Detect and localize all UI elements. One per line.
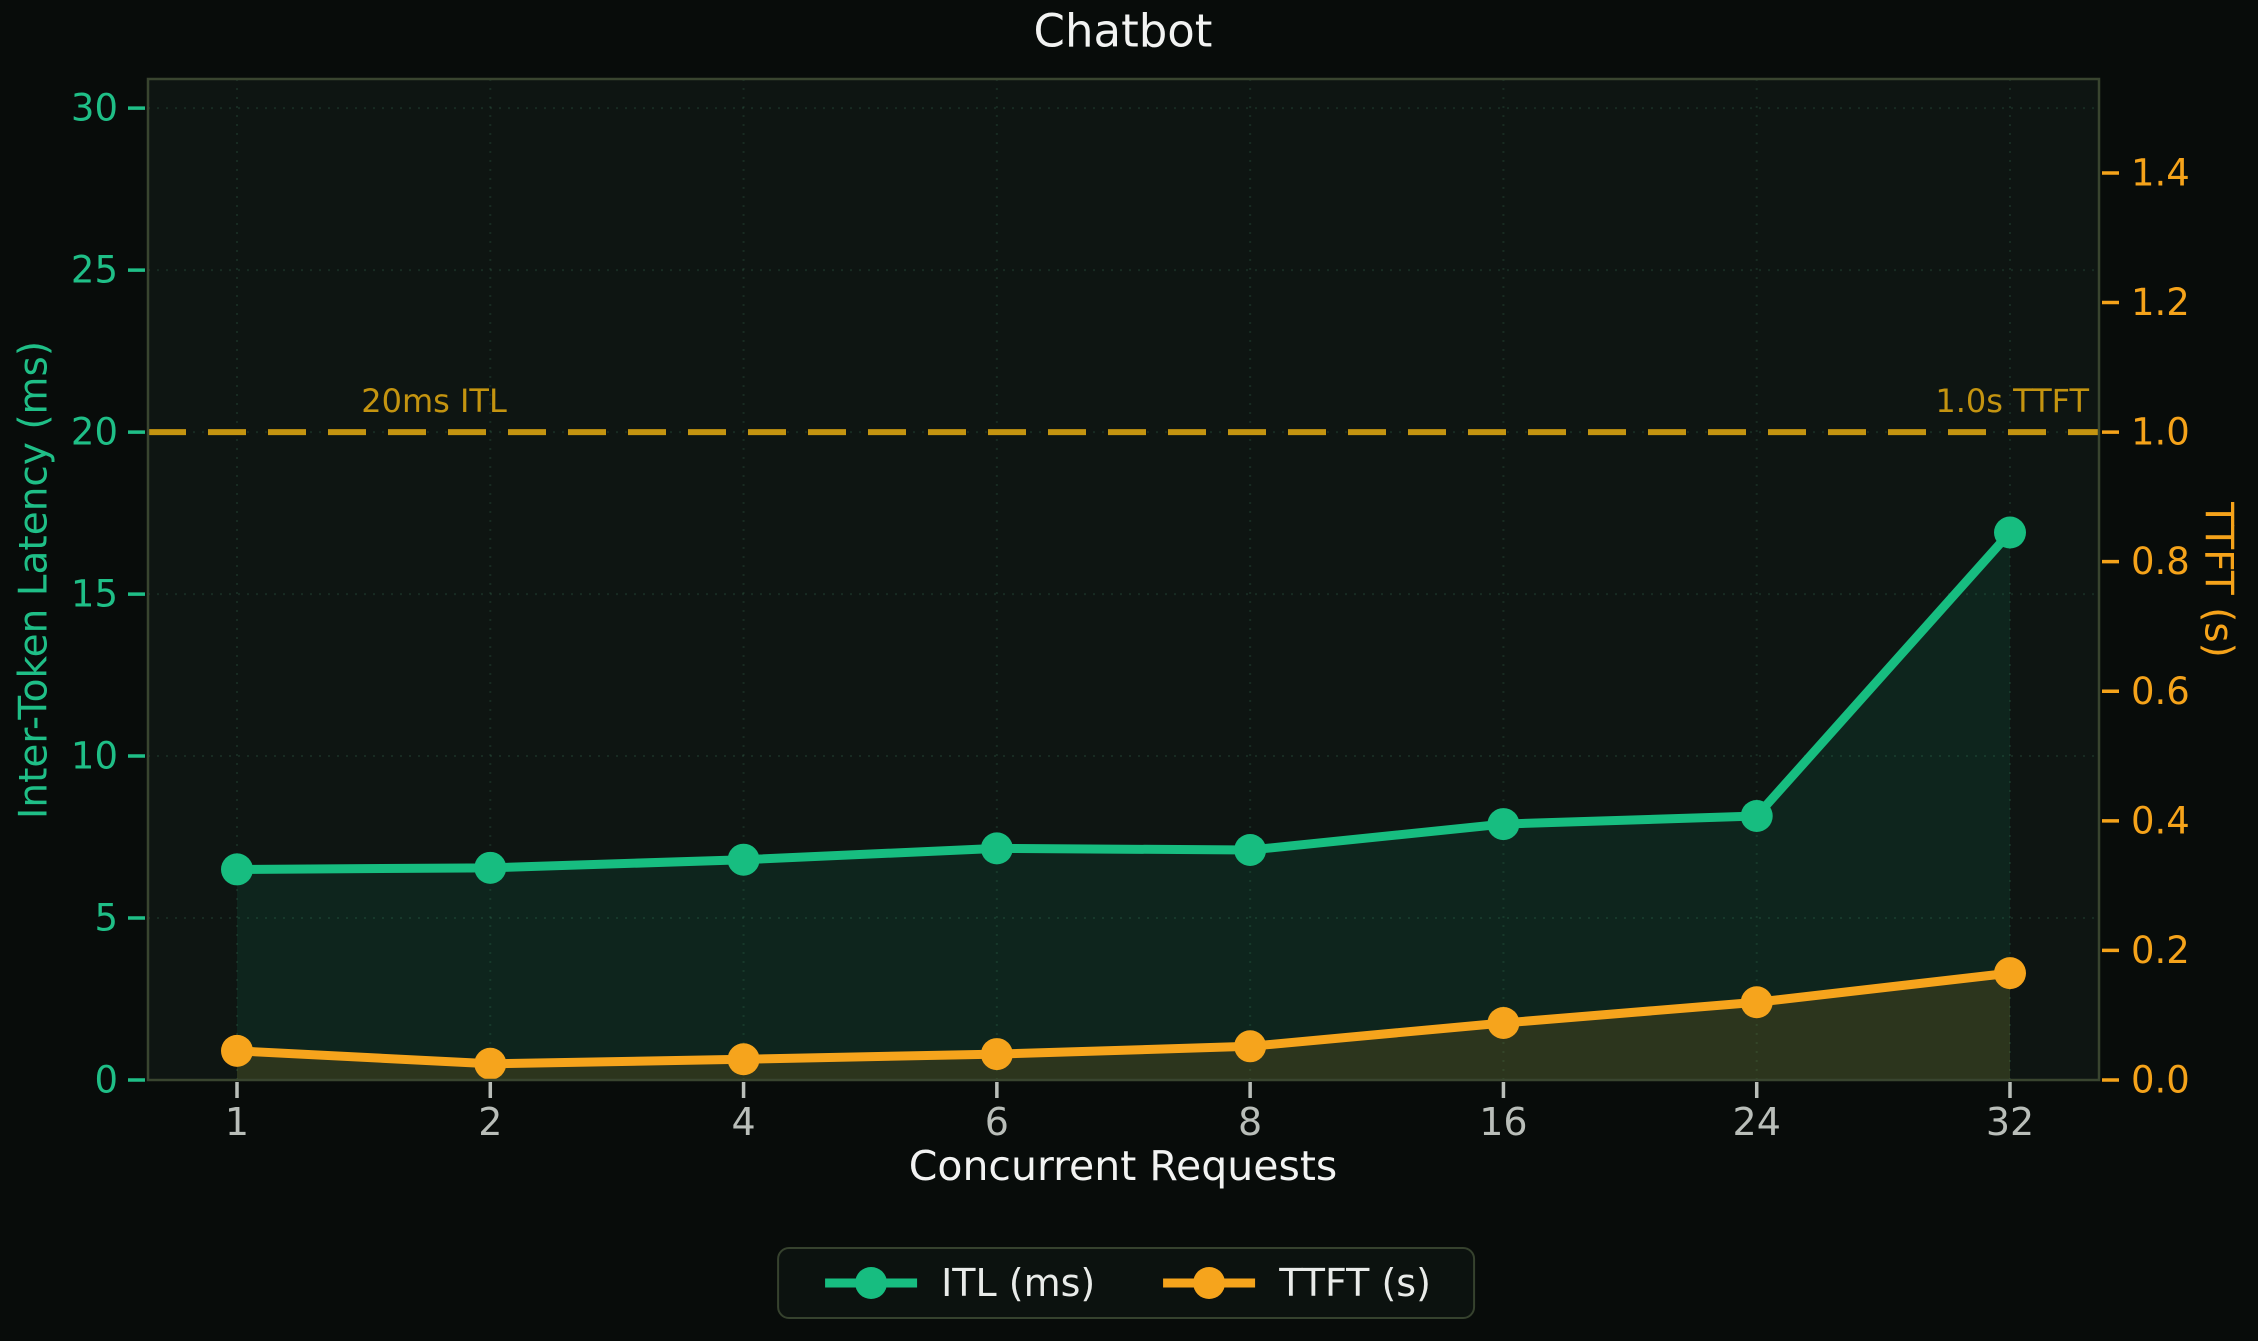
legend-label-itl: ITL (ms) xyxy=(941,1261,1096,1305)
itl-marker xyxy=(1234,833,1267,866)
ttft-marker xyxy=(727,1043,760,1076)
right-tick-label: 1.4 xyxy=(2131,151,2190,194)
left-tick-label: 20 xyxy=(71,411,118,454)
itl-marker xyxy=(1994,516,2026,549)
legend: ITL (ms) TTFT (s) xyxy=(777,1247,1475,1319)
itl-marker xyxy=(221,853,253,886)
x-tick-label: 24 xyxy=(1733,1100,1781,1144)
x-tick-label: 32 xyxy=(1986,1100,2034,1144)
chart-title: Chatbot xyxy=(1033,4,1213,58)
ttft-area-fill xyxy=(237,973,2010,1080)
itl-marker xyxy=(474,851,507,884)
x-tick-label: 1 xyxy=(225,1100,249,1144)
ttft-marker xyxy=(1740,986,1773,1019)
right-tick-label: 0.2 xyxy=(2131,929,2190,972)
right-y-axis-label: TTFT (s) xyxy=(2195,502,2241,658)
right-tick-label: 0.0 xyxy=(2131,1059,2190,1102)
itl-marker xyxy=(1487,808,1520,841)
x-tick-label: 6 xyxy=(985,1100,1009,1144)
right-tick-label: 1.0 xyxy=(2131,411,2190,454)
plot-background xyxy=(148,79,2099,1080)
right-tick-label: 0.6 xyxy=(2131,670,2190,713)
ttft-marker xyxy=(1994,957,2026,990)
legend-item-itl: ITL (ms) xyxy=(821,1261,1095,1305)
left-tick-label: 0 xyxy=(94,1059,118,1102)
legend-item-ttft: TTFT (s) xyxy=(1159,1261,1431,1305)
right-tick-label: 1.2 xyxy=(2131,281,2190,324)
x-tick-label: 16 xyxy=(1479,1100,1527,1144)
itl-marker xyxy=(727,843,760,876)
left-y-axis-label: Inter-Token Latency (ms) xyxy=(11,340,57,820)
ttft-marker xyxy=(1234,1030,1267,1063)
itl-line xyxy=(232,528,2015,874)
ttft-marker xyxy=(474,1047,507,1080)
right-tick-label: 0.8 xyxy=(2131,540,2190,583)
ttft-legend-marker-icon xyxy=(1163,1267,1256,1299)
ttft-marker xyxy=(221,1034,253,1067)
x-tick-label: 4 xyxy=(731,1100,755,1144)
x-axis-label: Concurrent Requests xyxy=(908,1142,1338,1190)
threshold-label-left: 20ms ITL xyxy=(361,382,507,420)
left-tick-label: 30 xyxy=(71,87,118,130)
left-tick-label: 5 xyxy=(94,897,118,940)
threshold-label-right: 1.0s TTFT xyxy=(1935,382,2089,420)
itl-marker xyxy=(1740,799,1773,832)
itl-marker xyxy=(980,832,1013,865)
itl-area-fill xyxy=(237,532,2010,1080)
left-tick-label: 25 xyxy=(71,249,118,292)
ttft-marker xyxy=(1487,1006,1520,1039)
ttft-line xyxy=(232,968,2015,1069)
itl-legend-marker-icon xyxy=(825,1267,918,1299)
left-tick-label: 10 xyxy=(71,735,118,778)
x-tick-label: 8 xyxy=(1238,1100,1262,1144)
legend-label-ttft: TTFT (s) xyxy=(1279,1261,1431,1305)
plot-border xyxy=(146,77,2101,1082)
x-tick-label: 2 xyxy=(478,1100,502,1144)
right-tick-label: 0.4 xyxy=(2131,799,2190,842)
left-tick-label: 15 xyxy=(71,573,118,616)
ttft-marker xyxy=(980,1038,1013,1071)
